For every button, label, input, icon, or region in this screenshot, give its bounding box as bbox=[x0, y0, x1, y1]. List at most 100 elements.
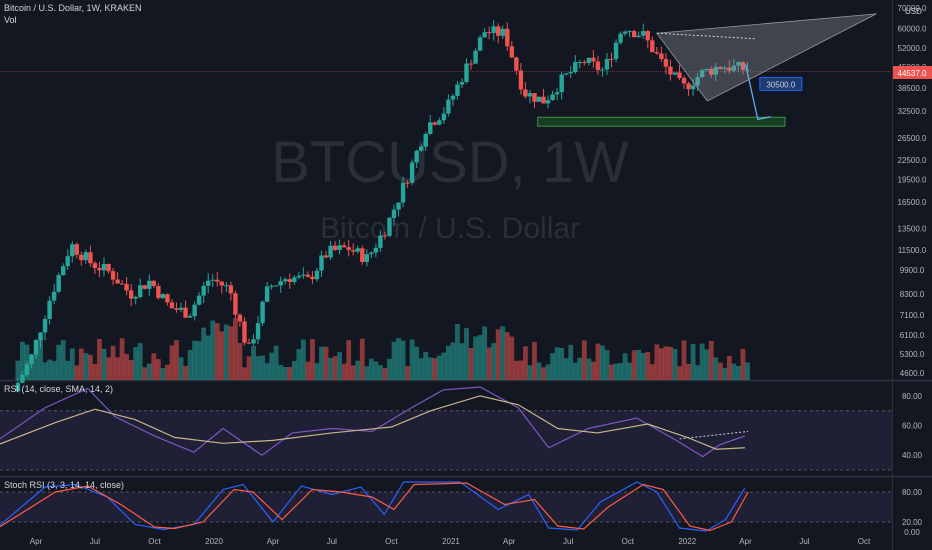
candle bbox=[727, 67, 732, 71]
volume-bar bbox=[142, 367, 148, 380]
osc-tick-label: 20.00 bbox=[902, 518, 923, 527]
candle bbox=[672, 72, 678, 75]
volume-bar bbox=[305, 361, 311, 380]
volume-bar bbox=[296, 349, 302, 380]
volume-bar bbox=[38, 338, 43, 380]
candle bbox=[459, 82, 465, 85]
volume-bar bbox=[672, 348, 678, 380]
price-axis[interactable]: 4600.0 5300.0 6100.0 7100.0 8300.0 9900.0 1150… bbox=[898, 4, 927, 378]
volume-bar bbox=[29, 360, 34, 380]
volume-bar bbox=[681, 340, 687, 380]
time-tick-label: Jul bbox=[327, 537, 337, 546]
volume-bar bbox=[477, 335, 483, 380]
price-tick-label: 19500.0 bbox=[898, 175, 927, 184]
candle bbox=[446, 99, 451, 114]
candle bbox=[133, 296, 138, 299]
volume-bar bbox=[622, 353, 628, 380]
candle bbox=[341, 245, 347, 248]
candle bbox=[174, 308, 179, 310]
candle bbox=[387, 217, 392, 236]
candle bbox=[450, 95, 456, 100]
volume-bar bbox=[649, 364, 655, 380]
volume-bar bbox=[169, 345, 175, 380]
volume-bar bbox=[455, 324, 460, 380]
candle bbox=[156, 286, 161, 298]
candle bbox=[115, 279, 120, 284]
candles bbox=[15, 20, 750, 393]
osc-series-d bbox=[0, 482, 749, 532]
price-tick-label: 11500.0 bbox=[898, 246, 927, 255]
volume-bar bbox=[609, 364, 614, 380]
volume-bar bbox=[106, 357, 111, 380]
candle bbox=[287, 279, 292, 282]
volume-bar bbox=[119, 338, 125, 380]
volume-bar bbox=[237, 342, 243, 380]
candle bbox=[613, 42, 619, 60]
volume-bar bbox=[359, 338, 365, 380]
target-badge bbox=[759, 76, 803, 91]
volume-bar bbox=[581, 340, 587, 380]
candle bbox=[486, 32, 492, 34]
volume-bar bbox=[545, 364, 551, 380]
candle bbox=[400, 182, 406, 203]
volume-bar bbox=[146, 363, 152, 380]
volume-bar bbox=[568, 344, 574, 380]
volume-bar bbox=[405, 366, 410, 380]
volume-bar bbox=[563, 358, 569, 380]
candle bbox=[645, 31, 650, 41]
candle bbox=[595, 61, 601, 71]
volume-bar bbox=[187, 349, 193, 380]
candle bbox=[260, 301, 265, 324]
time-tick-label: Jul bbox=[563, 537, 573, 546]
last-price-label: 44537.0 bbox=[898, 69, 927, 78]
candle bbox=[65, 256, 70, 267]
volume-bar bbox=[527, 365, 533, 380]
volume-bar bbox=[627, 362, 633, 380]
volume-bar bbox=[536, 362, 542, 380]
candle bbox=[364, 254, 370, 262]
volume-bar bbox=[246, 356, 252, 380]
candle bbox=[196, 295, 202, 305]
volume-bar bbox=[740, 348, 746, 380]
time-axis[interactable]: Apr Jul Oct 2020 Apr Jul Oct 2021 Apr Jul Oct 2022 A… bbox=[30, 537, 871, 546]
volume-bar bbox=[337, 352, 343, 380]
volume-bar bbox=[368, 358, 374, 380]
volume-bar bbox=[722, 367, 728, 380]
osc-tick-label: 60.00 bbox=[902, 422, 923, 431]
candle bbox=[650, 40, 655, 53]
volume-bar bbox=[595, 343, 601, 380]
candle bbox=[586, 57, 592, 63]
volume-bar bbox=[232, 318, 238, 380]
volume-bar bbox=[47, 359, 52, 380]
candle bbox=[541, 96, 546, 104]
volume-bar bbox=[282, 367, 288, 380]
candle bbox=[110, 271, 116, 280]
candle bbox=[432, 122, 437, 125]
price-tick-label: 4600.0 bbox=[900, 369, 925, 378]
candle bbox=[251, 339, 256, 344]
volume-bar bbox=[219, 331, 225, 380]
volume-bar bbox=[586, 358, 592, 380]
candle bbox=[631, 31, 637, 38]
volume-bar bbox=[541, 367, 546, 380]
support-zone bbox=[537, 116, 786, 127]
candle bbox=[219, 281, 224, 286]
volume-bar bbox=[500, 326, 506, 380]
osc-series-rsi_ma bbox=[0, 395, 745, 450]
osc-tick-label: 0.00 bbox=[904, 528, 920, 537]
candle bbox=[124, 283, 129, 291]
candle bbox=[468, 63, 474, 65]
osc-tick-label: 80.00 bbox=[902, 392, 923, 401]
volume-bar bbox=[87, 354, 93, 380]
candle bbox=[165, 294, 170, 303]
price-tick-label: 26500.0 bbox=[898, 134, 927, 143]
candle bbox=[550, 94, 555, 101]
volume-bar bbox=[668, 346, 673, 380]
volume-bar bbox=[550, 353, 556, 380]
volume-bar bbox=[554, 347, 560, 380]
last-price-badge bbox=[893, 66, 932, 79]
volume-bar bbox=[165, 364, 170, 380]
volume-bar bbox=[319, 346, 324, 380]
volume-bar bbox=[613, 363, 619, 380]
